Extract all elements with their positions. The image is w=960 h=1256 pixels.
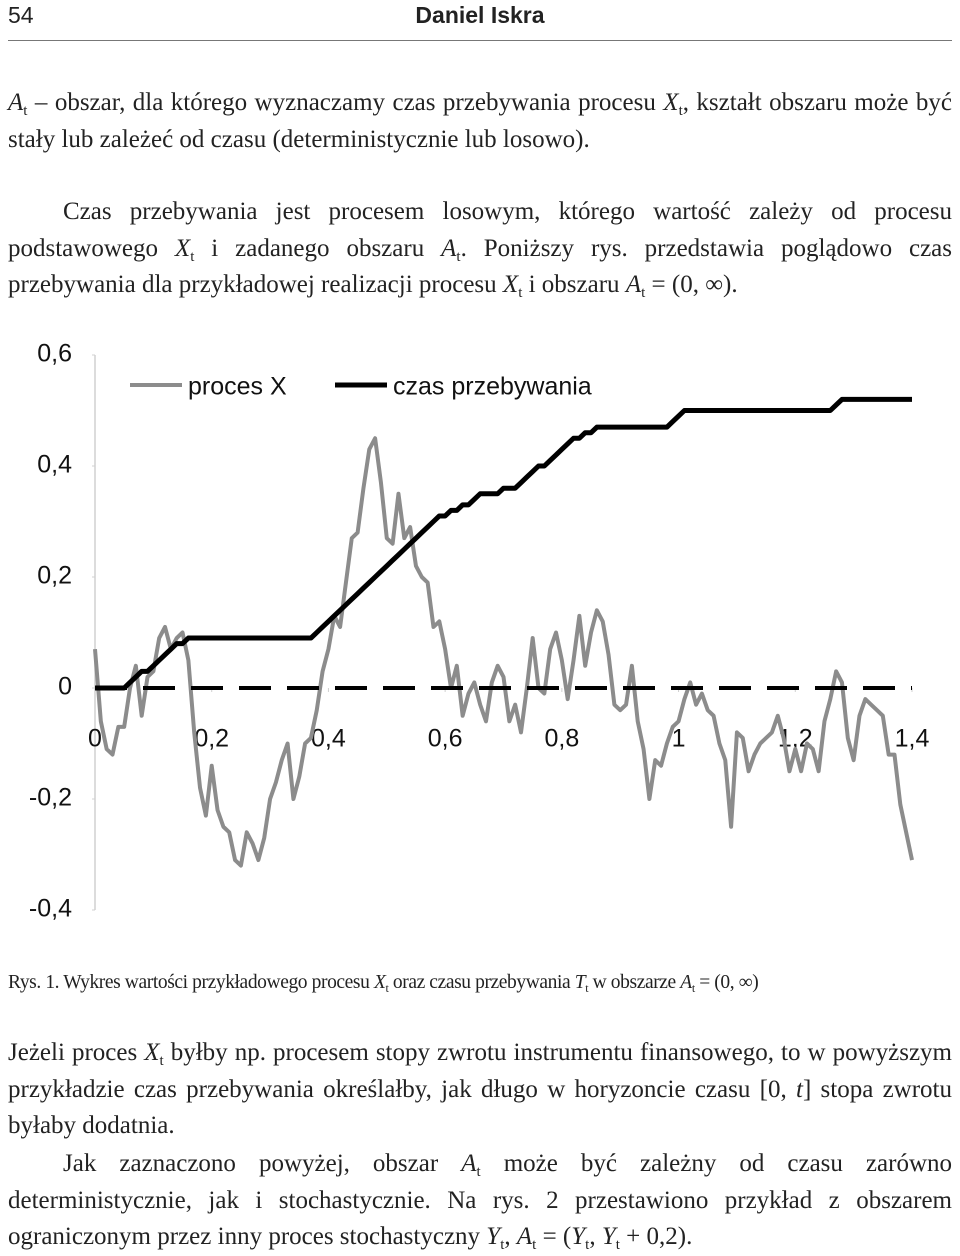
text-run: A [680,972,692,993]
text-run: t [190,248,195,265]
y-tick-label: 0,4 [37,451,72,479]
legend-label: czas przebywania [393,373,592,401]
text-run: może być zależny od czasu zarówno determ… [8,1150,953,1250]
y-tick-label: 0,6 [37,340,72,368]
text-run: A [441,234,457,262]
y-tick-label: 0 [58,673,72,701]
text-run: . Poniższy rys. przedstawia poglądowo cz… [8,234,953,299]
figure-caption: Rys. 1. Wykres wartości przykładowego pr… [8,970,952,996]
text-run: t [641,285,646,301]
text-run: , [504,1223,517,1250]
text-run: A [8,89,24,116]
x-tick-label: 0 [88,725,102,753]
text-run: t [518,285,523,301]
x-tick-label: 0,2 [194,725,229,753]
text-run: Rys. 1. Wykres wartości przykładowego pr… [8,972,374,993]
text-run: t [532,1237,537,1253]
text-run: Y [601,1223,616,1250]
page-number: 54 [8,2,34,28]
text-run: Jak zaznaczono powyżej, obszar [63,1150,462,1177]
text-run: A [516,1223,533,1250]
text-run: w obszarze [588,972,681,993]
paragraph: Jeżeli proces Xt byłby np. procesem stop… [8,1035,952,1145]
text-run: A [625,271,642,298]
text-run: t [585,1237,590,1253]
text-run: t [678,103,683,119]
series-line [93,436,914,868]
y-tick-label: -0,4 [29,895,72,923]
text-run: i zadanego obszaru [194,234,442,262]
text-run: X [663,89,679,116]
text-run: Y [486,1223,501,1250]
text-run: = (0, ∞) [694,972,759,993]
x-tick-label: 1,4 [895,725,930,753]
x-tick-label: 1 [672,725,686,753]
legend-label: proces X [188,373,287,401]
y-tick-label: -0,2 [29,784,72,812]
text-run: – obszar, dla którego wyznaczamy czas pr… [27,89,664,116]
text-run: t [476,1164,481,1180]
x-tick-label: 0,8 [544,725,579,753]
x-tick-label: 0,4 [311,725,346,753]
series-line [95,396,912,691]
text-run: ] stopa zwrotu byłaby dodatnia. [8,1075,952,1140]
text-run: , [589,1223,602,1250]
text-run: i obszaru [522,271,626,298]
text-run: byłby np. procesem stopy zwrotu instrume… [8,1039,952,1103]
text-run: oraz czasu przebywania [388,972,575,993]
text-run: t [500,1237,505,1253]
paragraph: Jak zaznaczono powyżej, obszar At może b… [8,1146,952,1256]
text-run: t [385,981,389,995]
text-run: t [23,103,28,119]
paragraph: Czas przebywania jest procesem losowym, … [8,194,952,304]
text-run: X [144,1039,160,1066]
text-run: Jeżeli proces [8,1039,145,1066]
header-rule [8,40,952,41]
text-run: t [795,1075,803,1103]
text-run: X [502,271,519,298]
text-run: t [585,981,589,995]
text-run: Czas przebywania jest procesem losowym, … [8,198,952,262]
text-run: t [456,248,461,265]
y-tick-label: 0,2 [37,562,72,590]
running-head: Daniel Iskra [415,2,545,28]
text-run: A [461,1150,477,1177]
text-run: t [615,1237,620,1253]
text-run: t [159,1053,164,1069]
text-run: = (0, ∞). [645,271,738,298]
x-tick-label: 0,6 [428,725,463,753]
text-run: Y [571,1223,586,1250]
text-run: t [691,981,695,995]
text-run: , kształt obszaru może być stały lub zal… [8,89,952,153]
paragraph: At – obszar, dla którego wyznaczamy czas… [8,85,952,158]
text-run: = ( [536,1223,572,1250]
text-run: + 0,2). [619,1223,693,1250]
text-run: X [373,972,386,993]
text-run: T [574,972,586,993]
chart: 0,60,40,20-0,2-0,40 0,2 0,4 0,6 0,8 1 1,2 1,4pr… [29,340,930,923]
text-run: X [174,234,191,262]
